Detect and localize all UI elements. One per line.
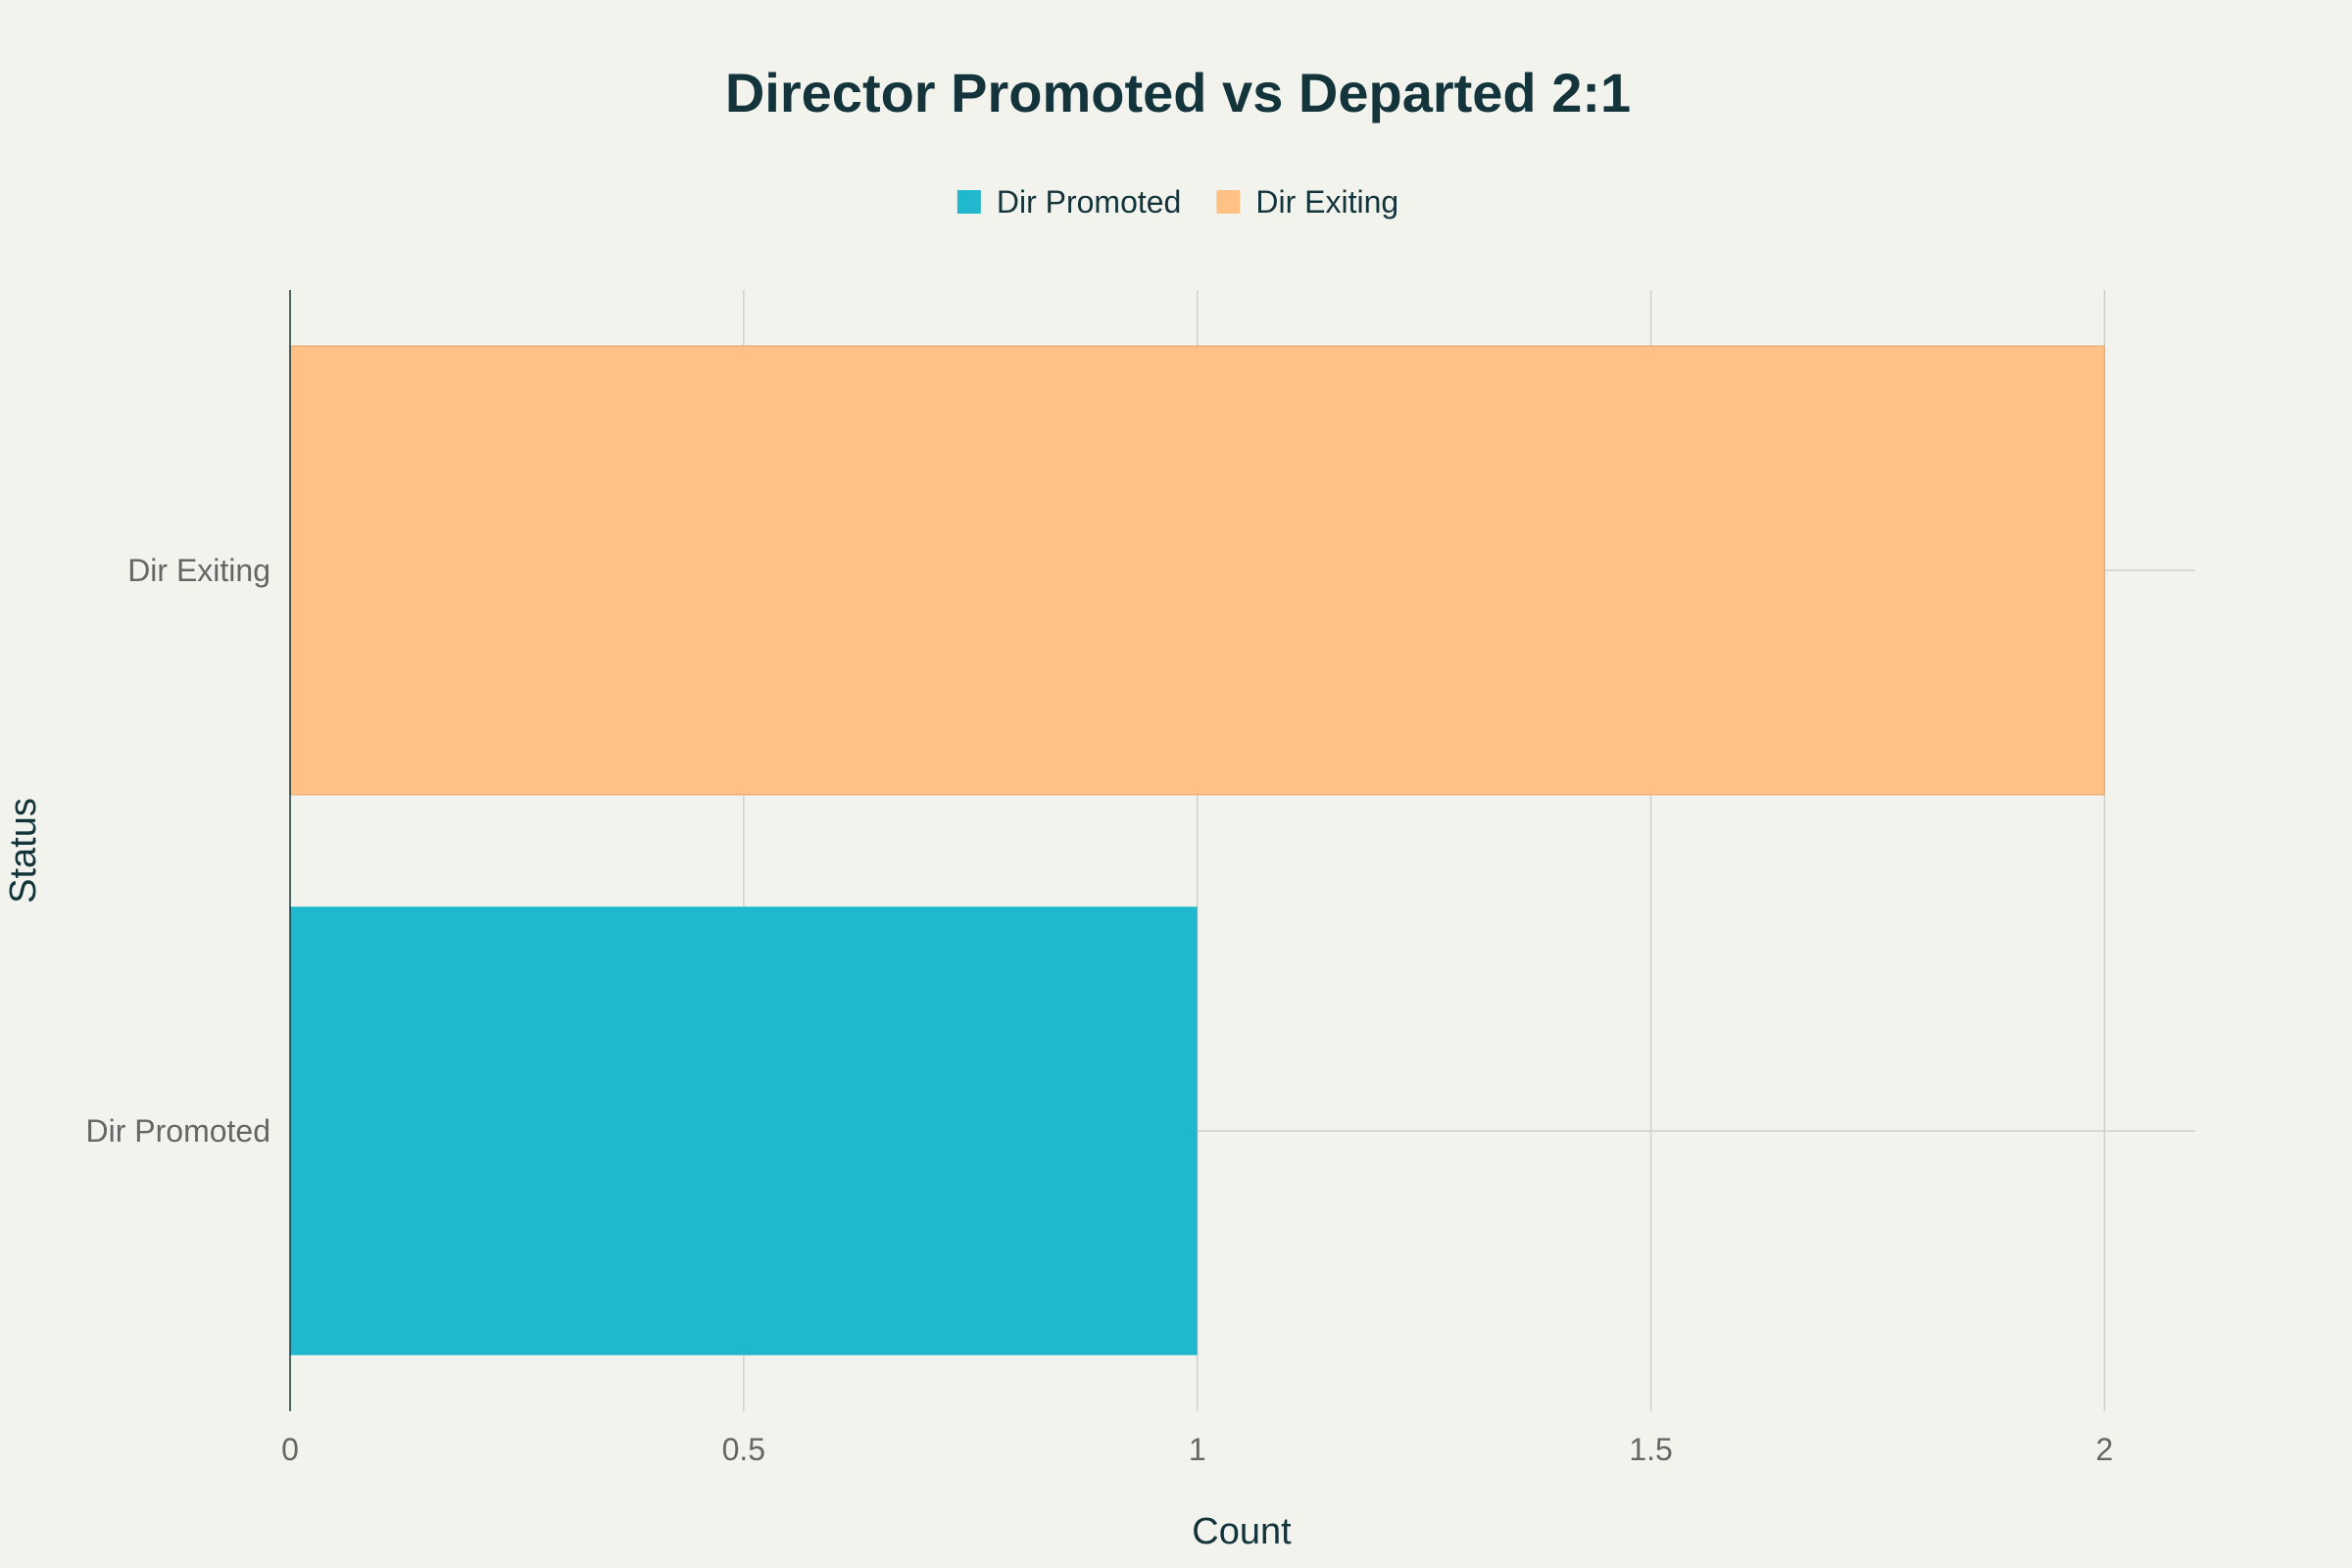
x-tick-label: 2 [2096,1432,2114,1467]
legend-label: Dir Exiting [1255,184,1398,220]
bars [289,345,2106,1355]
legend: Dir Promoted Dir Exiting [956,184,1398,220]
y-tick-label: Dir Promoted [86,1113,271,1149]
legend-swatch [956,190,981,214]
chart-title: Director Promoted vs Departed 2:1 [725,62,1631,123]
legend-label: Dir Promoted [997,184,1182,220]
x-tick-label: 0.5 [722,1432,765,1467]
bar-dir-promoted [290,906,1198,1355]
x-tick-label: 1 [1189,1432,1206,1467]
legend-item: Dir Exiting [1216,184,1398,220]
y-tick-label: Dir Exiting [127,553,270,588]
legend-item: Dir Promoted [956,184,1182,220]
y-axis-ticks: Dir Exiting Dir Promoted [86,553,271,1149]
x-tick-label: 0 [281,1432,299,1467]
y-axis-title: Status [3,798,44,904]
bar-dir-exiting [289,345,2106,796]
legend-swatch [1216,190,1241,214]
x-axis-ticks: 0 0.5 1 1.5 2 [281,1432,2113,1467]
x-axis-title: Count [1192,1511,1292,1552]
x-tick-label: 1.5 [1629,1432,1672,1467]
